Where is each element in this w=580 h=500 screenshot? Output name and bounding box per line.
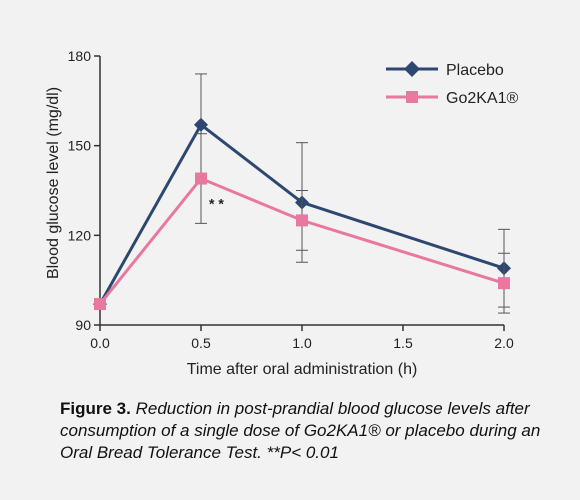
legend-marker: [406, 91, 418, 103]
y-tick-label: 120: [68, 227, 92, 243]
legend-marker: [404, 61, 420, 77]
series-line: [98, 176, 505, 306]
series-layer: * *: [93, 73, 511, 314]
x-tick-label: 0.5: [191, 335, 211, 351]
caption-label: Figure 3.: [60, 399, 131, 418]
y-tick-label: 150: [68, 138, 92, 154]
y-axis-label: Blood glucose level (mg/dl): [45, 87, 62, 279]
figure-caption: Figure 3. Reduction in post-prandial blo…: [60, 398, 560, 464]
x-tick-label: 1.0: [292, 335, 312, 351]
chart: 90 120 150 180 0.0 0.5 1.0 1.5 2.0 * * Placebo Go…: [45, 48, 518, 378]
caption-text: Reduction in post-prandial blood glucose…: [60, 399, 541, 462]
legend-label: Placebo: [446, 62, 504, 79]
series-go2ka1: [94, 133, 510, 314]
y-tick-label: 180: [68, 48, 92, 64]
axes: 90 120 150 180 0.0 0.5 1.0 1.5 2.0: [68, 48, 514, 351]
data-point: [195, 172, 207, 185]
x-axis-label: Time after oral administration (h): [187, 361, 418, 378]
data-point: [296, 214, 308, 227]
y-tick-label: 90: [75, 317, 91, 333]
series-line: [98, 122, 505, 305]
x-tick-label: 1.5: [393, 335, 413, 351]
data-point: [194, 117, 208, 132]
x-tick-label: 2.0: [494, 335, 514, 351]
legend-label: Go2KA1®: [446, 90, 518, 107]
significance-annotation: * *: [209, 195, 224, 211]
data-point: [498, 277, 510, 290]
legend: Placebo Go2KA1®: [386, 61, 518, 107]
data-point: [94, 298, 106, 311]
x-tick-label: 0.0: [90, 335, 110, 351]
